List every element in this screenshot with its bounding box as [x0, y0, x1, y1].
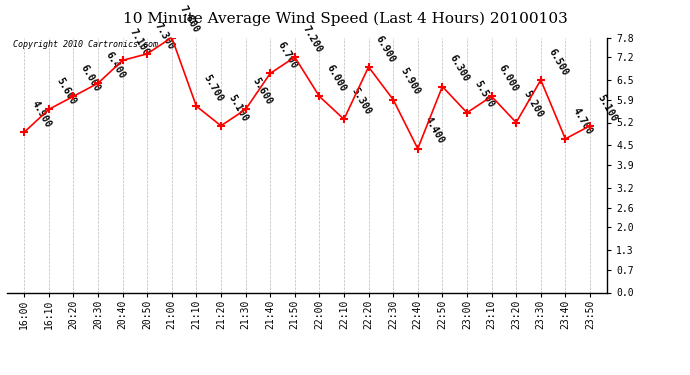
Text: 5.500: 5.500 [473, 80, 496, 110]
Text: Copyright 2010 Cartronics.com: Copyright 2010 Cartronics.com [13, 40, 158, 49]
Text: 6.000: 6.000 [79, 63, 102, 94]
Text: 5.700: 5.700 [202, 73, 225, 104]
Text: 6.000: 6.000 [497, 63, 520, 94]
Text: 6.700: 6.700 [276, 40, 299, 70]
Text: 5.100: 5.100 [226, 93, 250, 123]
Text: 6.400: 6.400 [104, 50, 127, 81]
Text: 6.300: 6.300 [448, 53, 471, 84]
Text: 7.300: 7.300 [152, 21, 176, 51]
Text: 5.200: 5.200 [522, 89, 545, 120]
Text: 7.800: 7.800 [177, 4, 201, 35]
Text: 4.900: 4.900 [30, 99, 53, 129]
Text: 4.700: 4.700 [571, 106, 594, 136]
Text: 7.100: 7.100 [128, 27, 151, 58]
Text: 5.600: 5.600 [55, 76, 78, 106]
Text: 7.200: 7.200 [300, 24, 324, 54]
Text: 4.400: 4.400 [424, 116, 446, 146]
Text: 6.900: 6.900 [374, 34, 397, 64]
Text: 5.300: 5.300 [350, 86, 373, 117]
Text: 5.900: 5.900 [399, 66, 422, 97]
Text: 6.500: 6.500 [546, 47, 570, 77]
Text: 6.000: 6.000 [325, 63, 348, 94]
Text: 10 Minute Average Wind Speed (Last 4 Hours) 20100103: 10 Minute Average Wind Speed (Last 4 Hou… [123, 11, 567, 26]
Text: 5.600: 5.600 [251, 76, 275, 106]
Text: 5.100: 5.100 [595, 93, 619, 123]
